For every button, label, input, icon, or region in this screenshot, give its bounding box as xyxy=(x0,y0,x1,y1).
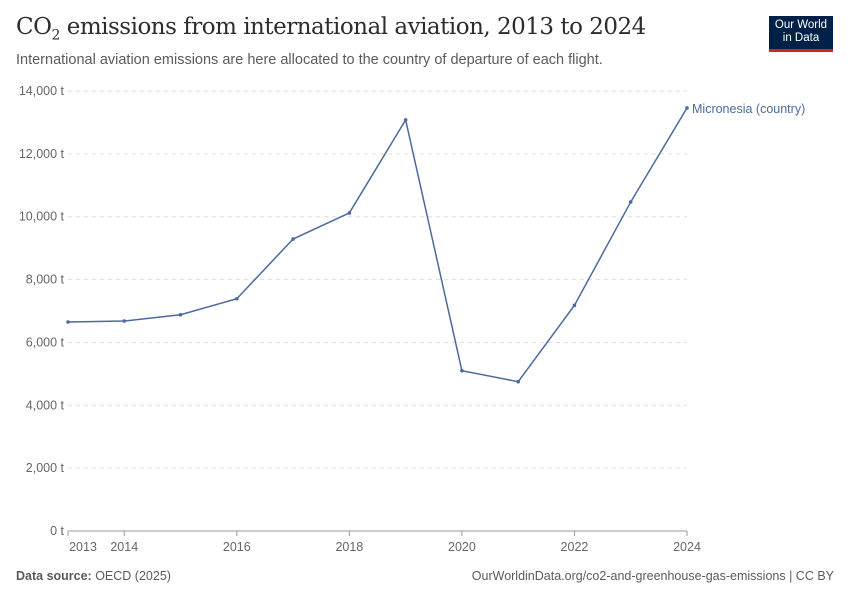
data-source: Data source: OECD (2025) xyxy=(16,569,171,583)
data-point xyxy=(685,106,689,110)
data-point xyxy=(122,319,127,323)
data-point xyxy=(235,296,239,301)
y-tick-label: 14,000 t xyxy=(19,84,65,98)
x-tick-label: 2013 xyxy=(69,540,97,554)
owid-logo[interactable]: Our World in Data xyxy=(769,16,833,52)
data-point xyxy=(403,118,408,122)
source-link[interactable]: OurWorldinData.org/co2-and-greenhouse-ga… xyxy=(471,569,834,583)
chart-subtitle: International aviation emissions are her… xyxy=(16,52,603,68)
x-tick-label: 2020 xyxy=(448,540,476,554)
data-point xyxy=(516,379,520,384)
data-point xyxy=(460,368,464,373)
x-tick-label: 2024 xyxy=(673,540,701,554)
y-tick-label: 8,000 t xyxy=(26,273,65,287)
x-tick-label: 2018 xyxy=(335,540,363,554)
y-tick-label: 10,000 t xyxy=(19,210,65,224)
y-tick-label: 12,000 t xyxy=(19,147,65,161)
data-point xyxy=(291,237,295,241)
y-tick-label: 6,000 t xyxy=(26,335,65,349)
series-line xyxy=(67,107,688,383)
data-point xyxy=(66,320,70,324)
x-tick-label: 2022 xyxy=(561,540,589,554)
y-tick-label: 4,000 t xyxy=(26,398,65,412)
series-label: Micronesia (country) xyxy=(692,102,805,116)
data-point xyxy=(628,200,633,204)
chart-title: CO2 emissions from international aviatio… xyxy=(16,14,646,44)
x-tick-label: 2014 xyxy=(110,540,138,554)
data-point xyxy=(178,312,183,317)
data-point xyxy=(572,303,577,308)
y-tick-label: 2,000 t xyxy=(26,461,65,475)
data-point xyxy=(347,211,352,215)
y-tick-label: 0 t xyxy=(50,524,64,538)
x-tick-label: 2016 xyxy=(223,540,251,554)
